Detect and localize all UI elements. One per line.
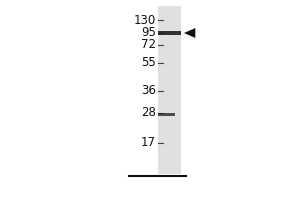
- Text: 95: 95: [141, 26, 156, 40]
- Bar: [158, 6, 181, 174]
- Text: 36: 36: [141, 84, 156, 98]
- Bar: [158, 113, 175, 116]
- Text: 130: 130: [134, 14, 156, 26]
- Text: 17: 17: [141, 136, 156, 150]
- Polygon shape: [184, 28, 195, 38]
- Text: 28: 28: [141, 106, 156, 119]
- Text: 55: 55: [141, 56, 156, 70]
- Text: 72: 72: [141, 38, 156, 51]
- Bar: [158, 31, 181, 35]
